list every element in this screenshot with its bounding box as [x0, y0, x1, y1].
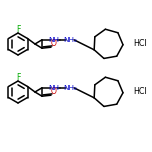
Text: NH: NH — [48, 37, 59, 43]
Text: NH₂: NH₂ — [64, 37, 77, 43]
Text: F: F — [16, 73, 20, 82]
Text: NH: NH — [48, 85, 59, 91]
Text: HCl: HCl — [133, 88, 147, 97]
Text: NH₂: NH₂ — [64, 85, 77, 91]
Text: F: F — [16, 25, 20, 34]
Text: O: O — [51, 39, 57, 48]
Text: HCl: HCl — [133, 40, 147, 48]
Text: O: O — [51, 87, 57, 96]
